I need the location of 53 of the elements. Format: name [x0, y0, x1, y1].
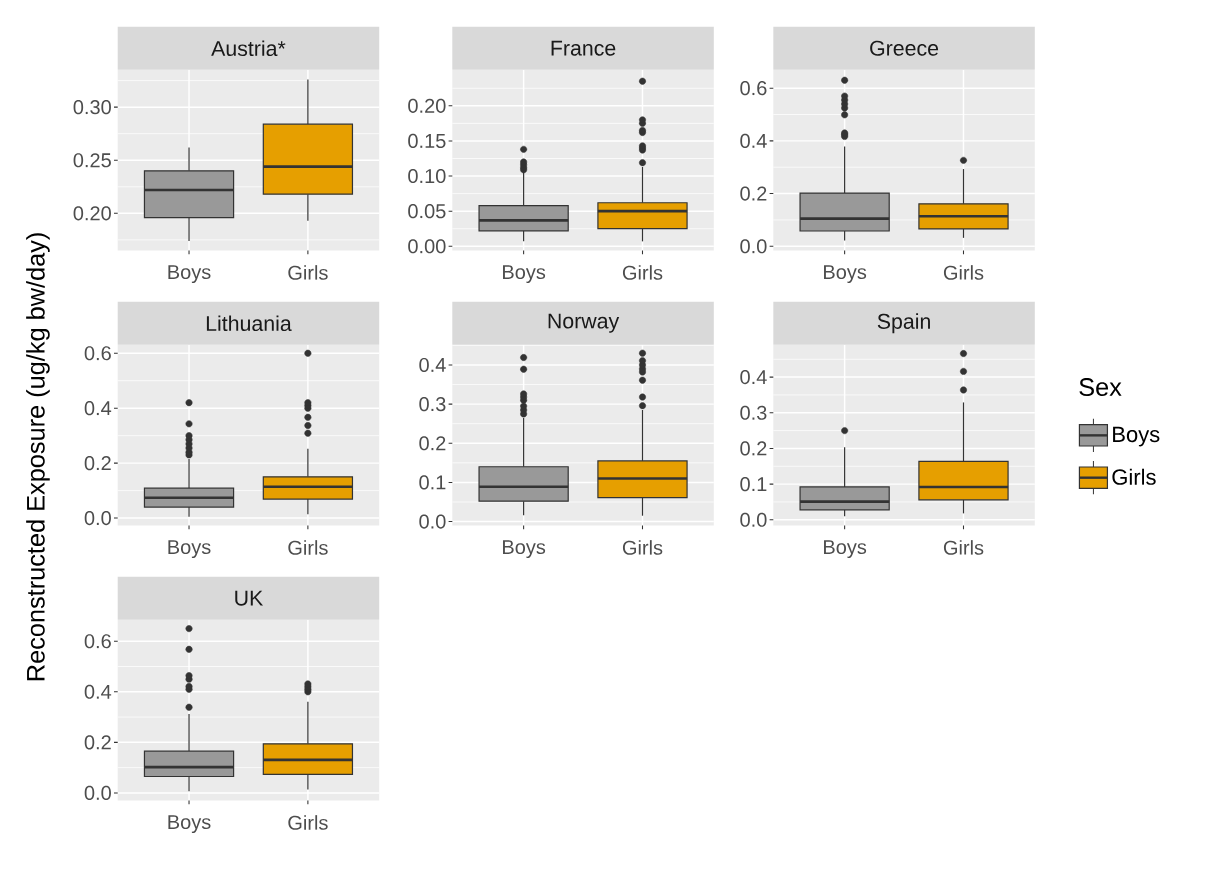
y-tick-label: 0.0 [740, 239, 767, 254]
y-tick-label: 0.0 [419, 514, 446, 529]
y-tick-label: 0.6 [84, 634, 111, 649]
y-tick-label: 0.0 [84, 785, 111, 800]
y-tick-label: 0.0 [84, 511, 111, 526]
x-tick-label: Boys [168, 265, 211, 284]
legend-label: Boys [1113, 426, 1160, 447]
y-tick-label: 0.30 [73, 100, 111, 115]
y-tick-label: 0.4 [84, 684, 112, 699]
y-tick-label: 0.25 [73, 153, 111, 168]
y-tick-label: 0.20 [73, 206, 111, 221]
y-tick-label: 0.15 [408, 133, 446, 148]
x-tick-label: Boys [168, 540, 211, 559]
y-tick-label: 0.4 [740, 370, 767, 385]
y-tick-label: 0.2 [740, 186, 767, 201]
x-tick-label: Girls [288, 265, 328, 280]
y-tick-label: 0.0 [740, 512, 767, 527]
y-tick-label: 0.2 [84, 735, 111, 750]
y-tick-label: 0.2 [740, 441, 767, 456]
x-tick-label: Girls [943, 540, 984, 555]
chart-title: Lithuania [206, 315, 292, 332]
x-tick-label: Girls [622, 265, 663, 280]
y-tick-label: 0.3 [740, 405, 767, 420]
chart-title: France [551, 40, 616, 56]
y-tick-label: 0.3 [419, 397, 446, 412]
y-tick-label: 0.00 [408, 239, 446, 254]
y-tick-label: 0.6 [84, 346, 111, 361]
chart-title: Norway [548, 313, 620, 333]
y-tick-label: 0.4 [740, 133, 767, 148]
y-tick-label: 0.1 [419, 475, 446, 490]
x-tick-label: Girls [288, 540, 328, 555]
y-tick-label: 0.05 [408, 204, 446, 219]
x-tick-label: Boys [503, 540, 546, 559]
legend-label: Girls [1112, 468, 1156, 485]
y-tick-label: 0.2 [84, 456, 111, 471]
legend-title: Sex [1079, 378, 1122, 397]
y-tick-label: 0.6 [740, 81, 767, 96]
chart-title: UK [235, 590, 264, 606]
y-axis-title: Reconstructed Exposure (ug/kg bw/day) [26, 233, 50, 681]
chart-title: Greece [870, 40, 939, 56]
y-tick-label: 0.1 [740, 477, 767, 492]
chart-title: Spain [877, 313, 930, 334]
chart-title: Austria* [211, 40, 286, 57]
y-tick-label: 0.4 [84, 401, 112, 416]
x-tick-label: Boys [824, 265, 867, 284]
y-tick-label: 0.10 [408, 168, 446, 184]
x-tick-label: Girls [943, 265, 984, 280]
x-tick-label: Girls [622, 540, 663, 555]
x-tick-label: Boys [824, 540, 867, 559]
y-tick-label: 0.4 [419, 357, 446, 373]
x-tick-label: Boys [503, 265, 546, 284]
y-tick-label: 0.2 [419, 436, 446, 451]
y-tick-label: 0.20 [408, 98, 446, 113]
